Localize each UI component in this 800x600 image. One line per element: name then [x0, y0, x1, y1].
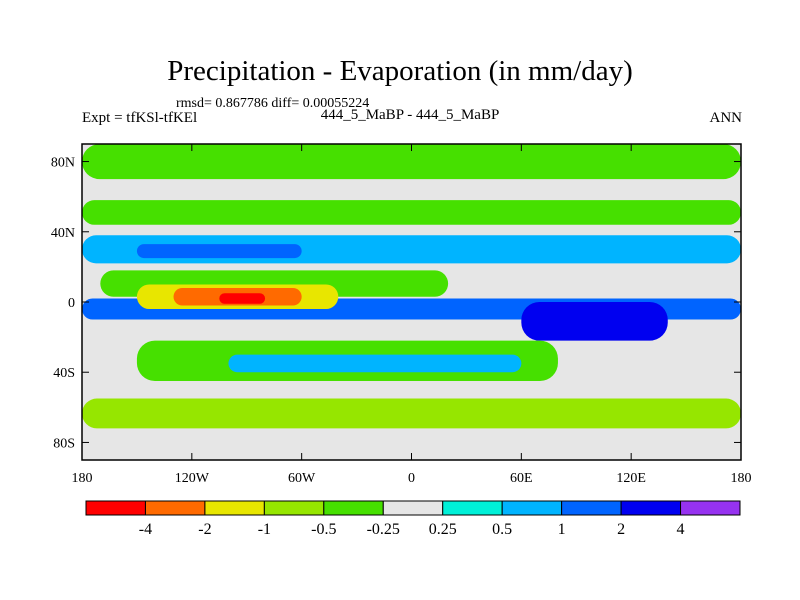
- colorbar-swatch: [561, 500, 622, 516]
- region-north-wet-core: [136, 244, 302, 259]
- colorbar-label: 1: [558, 521, 566, 538]
- y-tick-label: 40N: [51, 226, 75, 241]
- x-tick-label: 120E: [616, 471, 646, 486]
- colorbar-swatch: [263, 500, 325, 516]
- y-axis: 80N 40N 0 40S 80S: [51, 156, 741, 451]
- colorbar-label: -4: [139, 521, 152, 538]
- colorbar-label: 4: [677, 521, 685, 538]
- chart-title: Precipitation - Evaporation (in mm/day): [167, 55, 633, 87]
- x-tick-label: 0: [408, 471, 415, 486]
- colorbar-swatch: [620, 500, 682, 516]
- region-south-wet-band: [228, 354, 522, 373]
- colorbar-swatch: [501, 500, 563, 516]
- season-label: ANN: [709, 110, 743, 126]
- colorbar-label: -2: [198, 521, 211, 538]
- x-tick-label: 60W: [288, 471, 316, 486]
- x-tick-label: 60E: [510, 471, 533, 486]
- colorbar: -4 -2 -1 -0.5 -0.25 0.25 0.5 1 2 4: [85, 500, 741, 538]
- colorbar-label: 2: [617, 521, 625, 538]
- colorbar-swatch: [85, 500, 146, 516]
- region-equatorial-wet-core: [521, 302, 668, 341]
- y-tick-label: 40S: [53, 366, 75, 381]
- stats-line: rmsd= 0.867786 diff= 0.00055224: [176, 96, 370, 111]
- colorbar-label: -0.25: [367, 521, 400, 538]
- region-north-midlat-band: [82, 200, 741, 225]
- colorbar-swatch: [680, 500, 741, 516]
- colorbar-swatch: [204, 500, 265, 516]
- region-south-mid-green: [82, 398, 741, 429]
- y-tick-label: 0: [68, 296, 75, 311]
- y-tick-label: 80N: [51, 156, 75, 171]
- y-tick-label: 80S: [53, 436, 75, 451]
- region-antarctic-land: [155, 438, 522, 460]
- colorbar-swatch: [382, 500, 444, 516]
- colorbar-label: -0.5: [311, 521, 336, 538]
- map-regions: [82, 144, 741, 460]
- x-tick-label: 120W: [175, 471, 210, 486]
- x-tick-label: 180: [731, 471, 752, 486]
- x-tick-label: 180: [72, 471, 93, 486]
- region-subtropic-dry-core: [219, 293, 266, 304]
- colorbar-swatch: [144, 500, 206, 516]
- colorbar-label: 0.5: [492, 521, 512, 538]
- colorbar-swatch: [442, 500, 503, 516]
- x-axis: 180 120W 60W 0 60E 120E 180: [72, 144, 752, 486]
- colorbar-swatch: [323, 500, 384, 516]
- region-arctic-band: [82, 144, 741, 180]
- colorbar-label: -1: [258, 521, 271, 538]
- colorbar-label: 0.25: [429, 521, 457, 538]
- case-label: 444_5_MaBP - 444_5_MaBP: [320, 107, 500, 123]
- experiment-label: Expt = tfKSl-tfKEl: [82, 110, 198, 126]
